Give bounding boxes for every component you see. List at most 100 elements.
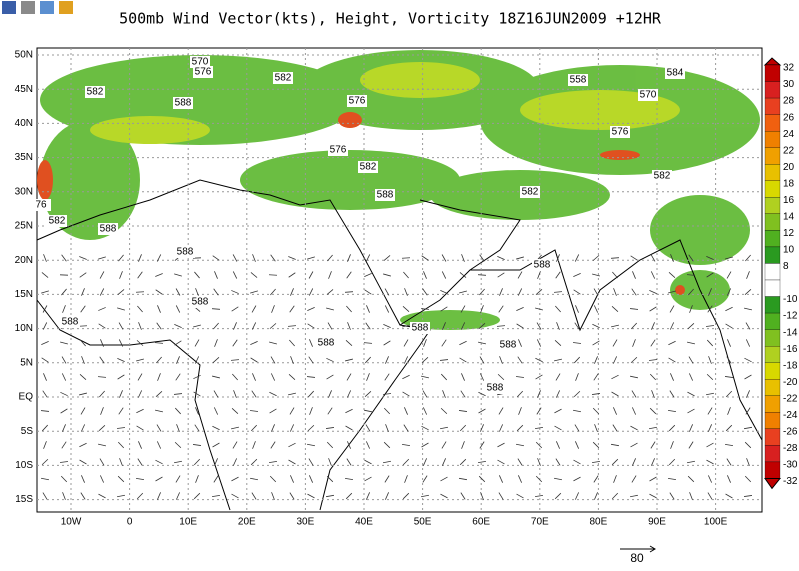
lat-label: 20N: [15, 255, 33, 266]
colorbar-swatch: [765, 313, 780, 330]
lat-label: 10S: [15, 460, 33, 471]
colorbar-label: 18: [783, 178, 795, 189]
lat-label: 15N: [15, 289, 33, 300]
contour-label: 576: [195, 67, 212, 78]
colorbar-label: 26: [783, 112, 795, 123]
colorbar-swatch: [765, 445, 780, 462]
colorbar-label: -26: [783, 426, 798, 437]
colorbar-label: -32: [783, 476, 798, 487]
lon-label: 90E: [648, 517, 666, 528]
lon-label: 60E: [472, 517, 490, 528]
contour-label: 582: [275, 73, 292, 84]
colorbar-swatch: [765, 148, 780, 165]
colorbar-swatch: [765, 363, 780, 380]
lat-label: 35N: [15, 152, 33, 163]
contour-label: 584: [667, 68, 684, 79]
contour-label: 588: [62, 317, 79, 328]
print-icon[interactable]: [21, 1, 35, 14]
colorbar-label: 10: [783, 245, 795, 256]
lon-label: 70E: [531, 517, 549, 528]
colorbar-label: 22: [783, 145, 795, 156]
lat-label: 30N: [15, 186, 33, 197]
colorbar-swatch: [765, 429, 780, 446]
colorbar-label: -24: [783, 410, 798, 421]
colorbar-swatch: [765, 379, 780, 396]
colorbar-swatch: [765, 396, 780, 413]
colorbar-swatch: [765, 181, 780, 198]
colorbar-label: 16: [783, 195, 795, 206]
colorbar: 3230282624222018161412108-10-12-14-16-18…: [765, 58, 798, 488]
contour-label: 582: [522, 187, 539, 198]
lat-label: 40N: [15, 118, 33, 129]
lat-label: 5N: [20, 357, 33, 368]
map-title: 500mb Wind Vector(kts), Height, Vorticit…: [119, 10, 662, 28]
contour-label: 588: [534, 260, 551, 271]
colorbar-swatch: [765, 263, 780, 280]
colorbar-swatch: [765, 98, 780, 115]
colorbar-swatch: [765, 214, 780, 231]
colorbar-swatch: [765, 412, 780, 429]
colorbar-label: 14: [783, 211, 795, 222]
contour-label: 576: [349, 96, 366, 107]
lon-label: 50E: [414, 517, 432, 528]
contour-label: 582: [360, 162, 377, 173]
colorbar-label: -14: [783, 327, 798, 338]
lon-label: 30E: [297, 517, 315, 528]
contour-label: 588: [412, 323, 429, 334]
toolbar: [2, 1, 73, 14]
colorbar-swatch: [765, 82, 780, 99]
contour-label: 588: [318, 338, 335, 349]
colorbar-label: -30: [783, 460, 798, 471]
colorbar-swatch: [765, 131, 780, 148]
lat-label: EQ: [19, 392, 34, 403]
lon-label: 80E: [590, 517, 608, 528]
save-icon[interactable]: [2, 1, 16, 14]
colorbar-label: -28: [783, 443, 798, 454]
colorbar-swatch: [765, 297, 780, 314]
lon-label: 20E: [238, 517, 256, 528]
colorbar-swatch: [765, 280, 780, 297]
lat-label: 25N: [15, 221, 33, 232]
contour-label: 588: [487, 383, 504, 394]
reference-vector-label: 80: [630, 551, 644, 565]
contour-label: 588: [177, 247, 194, 258]
colorbar-label: -22: [783, 393, 798, 404]
colorbar-label: -16: [783, 344, 798, 355]
contour-label: 576: [330, 145, 347, 156]
lat-label: 5S: [21, 426, 34, 437]
lon-label: 0: [127, 517, 133, 528]
contour-label: 588: [175, 98, 192, 109]
lon-label: 10E: [179, 517, 197, 528]
colorbar-label: 12: [783, 228, 795, 239]
colorbar-label: 32: [783, 63, 795, 74]
contour-label: 576: [612, 127, 629, 138]
lon-label: 40E: [355, 517, 373, 528]
mail-icon[interactable]: [40, 1, 54, 14]
colorbar-label: -12: [783, 311, 798, 322]
folder-icon[interactable]: [59, 1, 73, 14]
contour-label: 76: [35, 200, 47, 211]
colorbar-label: 24: [783, 129, 795, 140]
colorbar-top: [765, 58, 780, 65]
colorbar-label: -18: [783, 360, 798, 371]
colorbar-swatch: [765, 462, 780, 479]
contour-label: 588: [377, 190, 394, 201]
contour-label: 558: [570, 75, 587, 86]
contour-label: 588: [192, 297, 209, 308]
lat-label: 50N: [15, 50, 33, 61]
lat-label: 10N: [15, 323, 33, 334]
lat-label: 15S: [15, 494, 33, 505]
colorbar-swatch: [765, 197, 780, 214]
colorbar-swatch: [765, 230, 780, 247]
contour-label: 582: [49, 216, 66, 227]
colorbar-bottom: [765, 478, 780, 488]
wind-vector: [79, 326, 87, 327]
lat-label: 45N: [15, 84, 33, 95]
map: 50N 45N 40N 35N 30N 25N 20N 15N 10N 5N EQ 5S 10S 15S 1…: [15, 48, 762, 528]
colorbar-swatch: [765, 164, 780, 181]
colorbar-swatch: [765, 65, 780, 82]
lon-label: 10W: [61, 517, 82, 528]
contour-label: 582: [87, 87, 104, 98]
